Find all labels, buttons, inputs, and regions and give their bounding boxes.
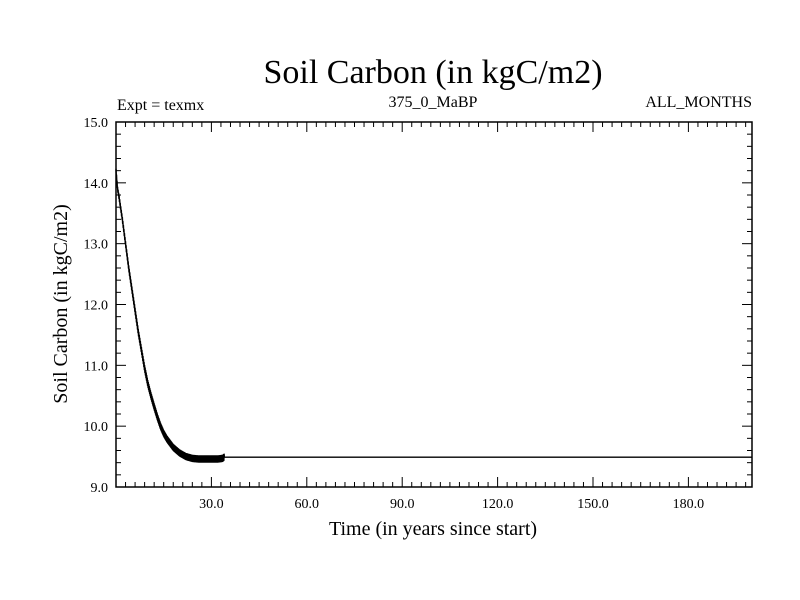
x-tick-label: 180.0	[673, 497, 705, 512]
y-tick-label: 10.0	[84, 420, 109, 435]
y-tick-label: 11.0	[84, 359, 108, 374]
x-tick-label: 120.0	[482, 497, 514, 512]
y-tick-label: 12.0	[84, 299, 109, 314]
y-tick-label: 9.0	[91, 481, 109, 496]
soil-carbon-line	[115, 168, 753, 463]
chart-title: Soil Carbon (in kgC/m2)	[263, 54, 602, 91]
y-tick-label: 14.0	[84, 177, 109, 192]
x-tick-label: 150.0	[577, 497, 609, 512]
x-tick-label: 30.0	[199, 497, 224, 512]
plot-area: 30.0 60.0 90.0 120.0 150.0 180.0 9.0 10.0 11.0 12…	[84, 116, 753, 512]
y-tick-label: 13.0	[84, 238, 109, 253]
experiment-label: Expt = texmx	[117, 97, 204, 114]
y-tick-label: 15.0	[84, 116, 109, 131]
period-label: 375_0_MaBP	[389, 94, 478, 111]
months-label: ALL_MONTHS	[645, 94, 752, 111]
plot-frame	[115, 121, 753, 488]
y-axis-label: Soil Carbon (in kgC/m2)	[50, 204, 72, 403]
x-tick-label: 90.0	[390, 497, 415, 512]
x-tick-label: 60.0	[295, 497, 320, 512]
x-axis-label: Time (in years since start)	[329, 518, 537, 540]
